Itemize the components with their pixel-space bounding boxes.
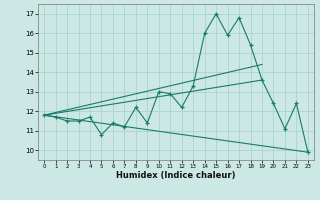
X-axis label: Humidex (Indice chaleur): Humidex (Indice chaleur) bbox=[116, 171, 236, 180]
